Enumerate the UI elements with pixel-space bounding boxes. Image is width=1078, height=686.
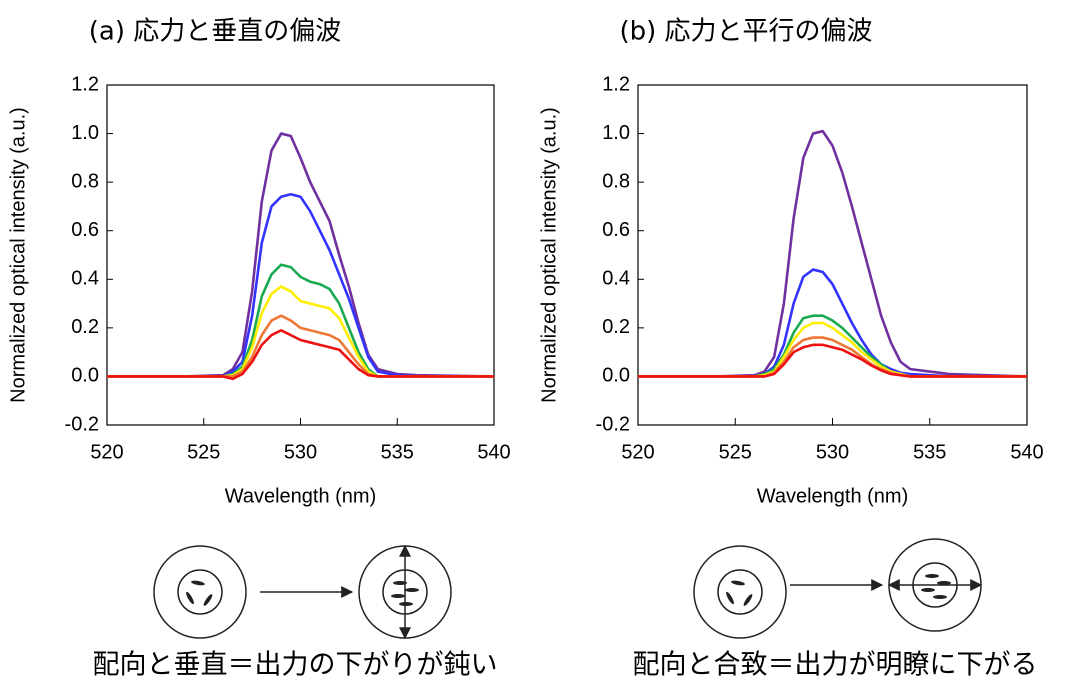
x-tick-label: 525 [719,441,752,463]
x-tick-label: 535 [381,441,414,463]
chart: (b) 応力と平行の偏波 -0.2 0.0 0.2 0.4 0.6 0.8 1.0 1.2 520… [538,17,1043,508]
x-tick-label: 535 [913,441,946,463]
y-tick-label: -0.2 [65,413,99,435]
y-tick-label: 0.6 [71,219,99,241]
x-axis-label: Wavelength (nm) [225,485,377,507]
chart-title: (b) 応力と平行の偏波 [619,17,872,47]
plot-frame [107,85,494,425]
x-tick-label: 520 [621,441,654,463]
x-tick-label: 530 [816,441,849,463]
series-line [638,338,1027,377]
x-tick-label: 540 [477,441,510,463]
x-tick-label: 525 [187,441,220,463]
y-tick-label: 1.0 [71,122,99,144]
y-tick-label: 1.0 [602,122,630,144]
y-tick-label: 0.4 [602,268,630,290]
series-line [638,270,1027,377]
chart: (a) 応力と垂直の偏波 -0.2 0.0 0.2 0.4 0.6 0.8 1.0 1.2 520… [7,17,510,508]
y-tick-label: 0.0 [71,365,99,387]
y-axis-label: Normalized optical intensity (a.u.) [7,107,29,403]
series-line [107,194,494,376]
series-line [107,316,494,377]
y-tick-label: -0.2 [596,413,630,435]
y-tick-label: 1.2 [71,73,99,95]
y-tick-label: 0.4 [71,268,99,290]
figure: 配向と垂直＝出力の下がりが鈍い 配向と合致＝出力が明瞭に下がる (a) 応力と垂… [0,0,1078,686]
y-tick-label: 0.8 [71,170,99,192]
series-line [638,345,1027,377]
series-line [107,330,494,379]
y-tick-label: 0.8 [602,170,630,192]
y-tick-label: 0.6 [602,219,630,241]
x-tick-label: 540 [1010,441,1043,463]
series-line [107,287,494,377]
x-tick-label: 530 [284,441,317,463]
x-axis-label: Wavelength (nm) [757,485,909,507]
chart-title: (a) 応力と垂直の偏波 [89,17,342,47]
diagram-a [154,546,451,638]
series-line [638,323,1027,376]
y-tick-label: 0.2 [602,316,630,338]
diagram-b [694,539,981,638]
series-line [107,265,494,377]
y-axis-label: Normalized optical intensity (a.u.) [538,107,560,403]
y-tick-label: 0.2 [71,316,99,338]
caption: 配向と合致＝出力が明瞭に下がる [633,650,1038,681]
y-tick-label: 0.0 [602,365,630,387]
y-tick-label: 1.2 [602,73,630,95]
caption: 配向と垂直＝出力の下がりが鈍い [93,650,498,681]
x-tick-label: 520 [90,441,123,463]
